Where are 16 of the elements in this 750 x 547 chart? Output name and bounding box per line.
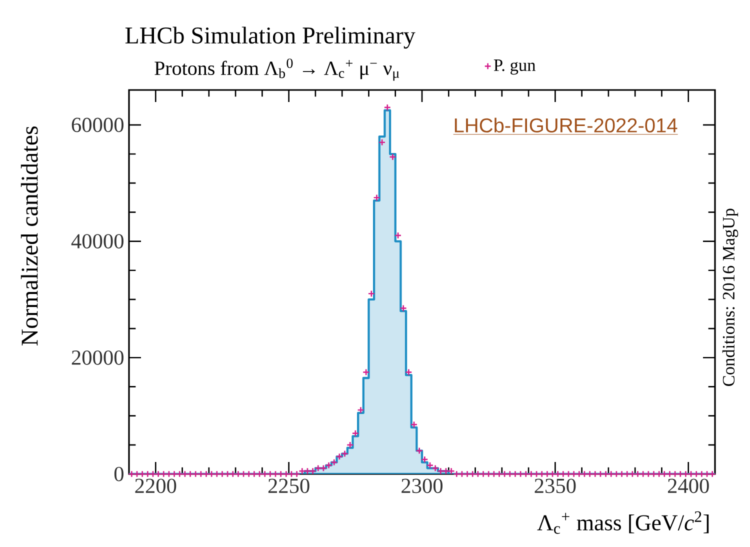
x-tick-label: 2400 — [668, 478, 709, 494]
x-tick-label: 2300 — [402, 478, 443, 494]
x-axis-title: Λ$_{c}$$^{+}$ mass [GeV/c$^{2}$] — [537, 511, 709, 534]
x-tick-label: 2250 — [268, 478, 310, 494]
legend-label: P. gun — [494, 60, 536, 75]
text: Conditions: 2016 MagUp — [722, 208, 738, 386]
x-tick-label: 2200 — [135, 478, 176, 494]
y-axis-title: Normalized candidates — [20, 126, 38, 346]
chart-title: LHCb Simulation Preliminary — [125, 26, 416, 49]
annotation: LHCb-FIGURE-2022-014 — [454, 118, 678, 132]
y-tick-label: 60000 — [72, 118, 124, 132]
text: Protons from Λ$_{b}$$^{0}$ → Λ$_{c}$$^{+}$ μ$^{−}$ ν$_{μ}$ — [154, 58, 400, 81]
y-tick-label: 0 — [114, 466, 124, 482]
y-tick-label: 20000 — [72, 350, 124, 365]
x-tick-label: 2350 — [534, 478, 576, 494]
y-tick-label: 40000 — [71, 234, 124, 248]
